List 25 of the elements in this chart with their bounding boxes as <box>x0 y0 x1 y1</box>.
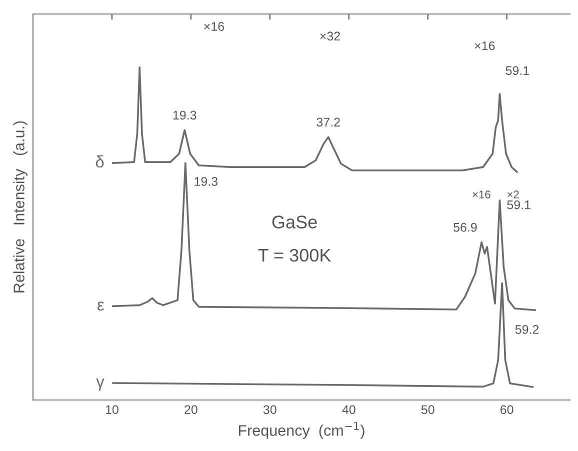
annotation: 59.1 <box>506 66 529 75</box>
text: ×32 <box>320 32 340 41</box>
x-axis-title: Frequency (cm$^{−1}$) <box>238 422 364 439</box>
annotation: 59.1 <box>507 200 530 210</box>
text: ×16 <box>474 41 495 50</box>
y-axis-title: Relative Intensity (a.u.) <box>13 121 28 292</box>
annotation: ×16 <box>472 190 490 198</box>
x-tick-label: 30 <box>263 405 276 414</box>
x-tick-label: 40 <box>342 405 356 414</box>
annotation: 19.3 <box>194 177 218 186</box>
annotation: 56.9 <box>454 222 477 232</box>
x-tick-label: 60 <box>500 405 514 414</box>
series-label: γ <box>96 378 104 391</box>
annotation: GaSe <box>272 216 317 228</box>
x-tick-label: 20 <box>184 405 198 414</box>
annotation: T = 300K <box>258 248 332 262</box>
series-label: ε <box>98 302 104 311</box>
annotation: ×2 <box>508 190 519 198</box>
annotation: 59.2 <box>515 325 539 334</box>
annotation: 37.2 <box>316 118 340 127</box>
annotation: 19.3 <box>173 110 196 120</box>
series-label: δ <box>96 155 104 168</box>
text: ×16 <box>204 22 224 31</box>
x-tick-label: 50 <box>421 405 434 414</box>
x-tick-label: 10 <box>106 405 118 414</box>
